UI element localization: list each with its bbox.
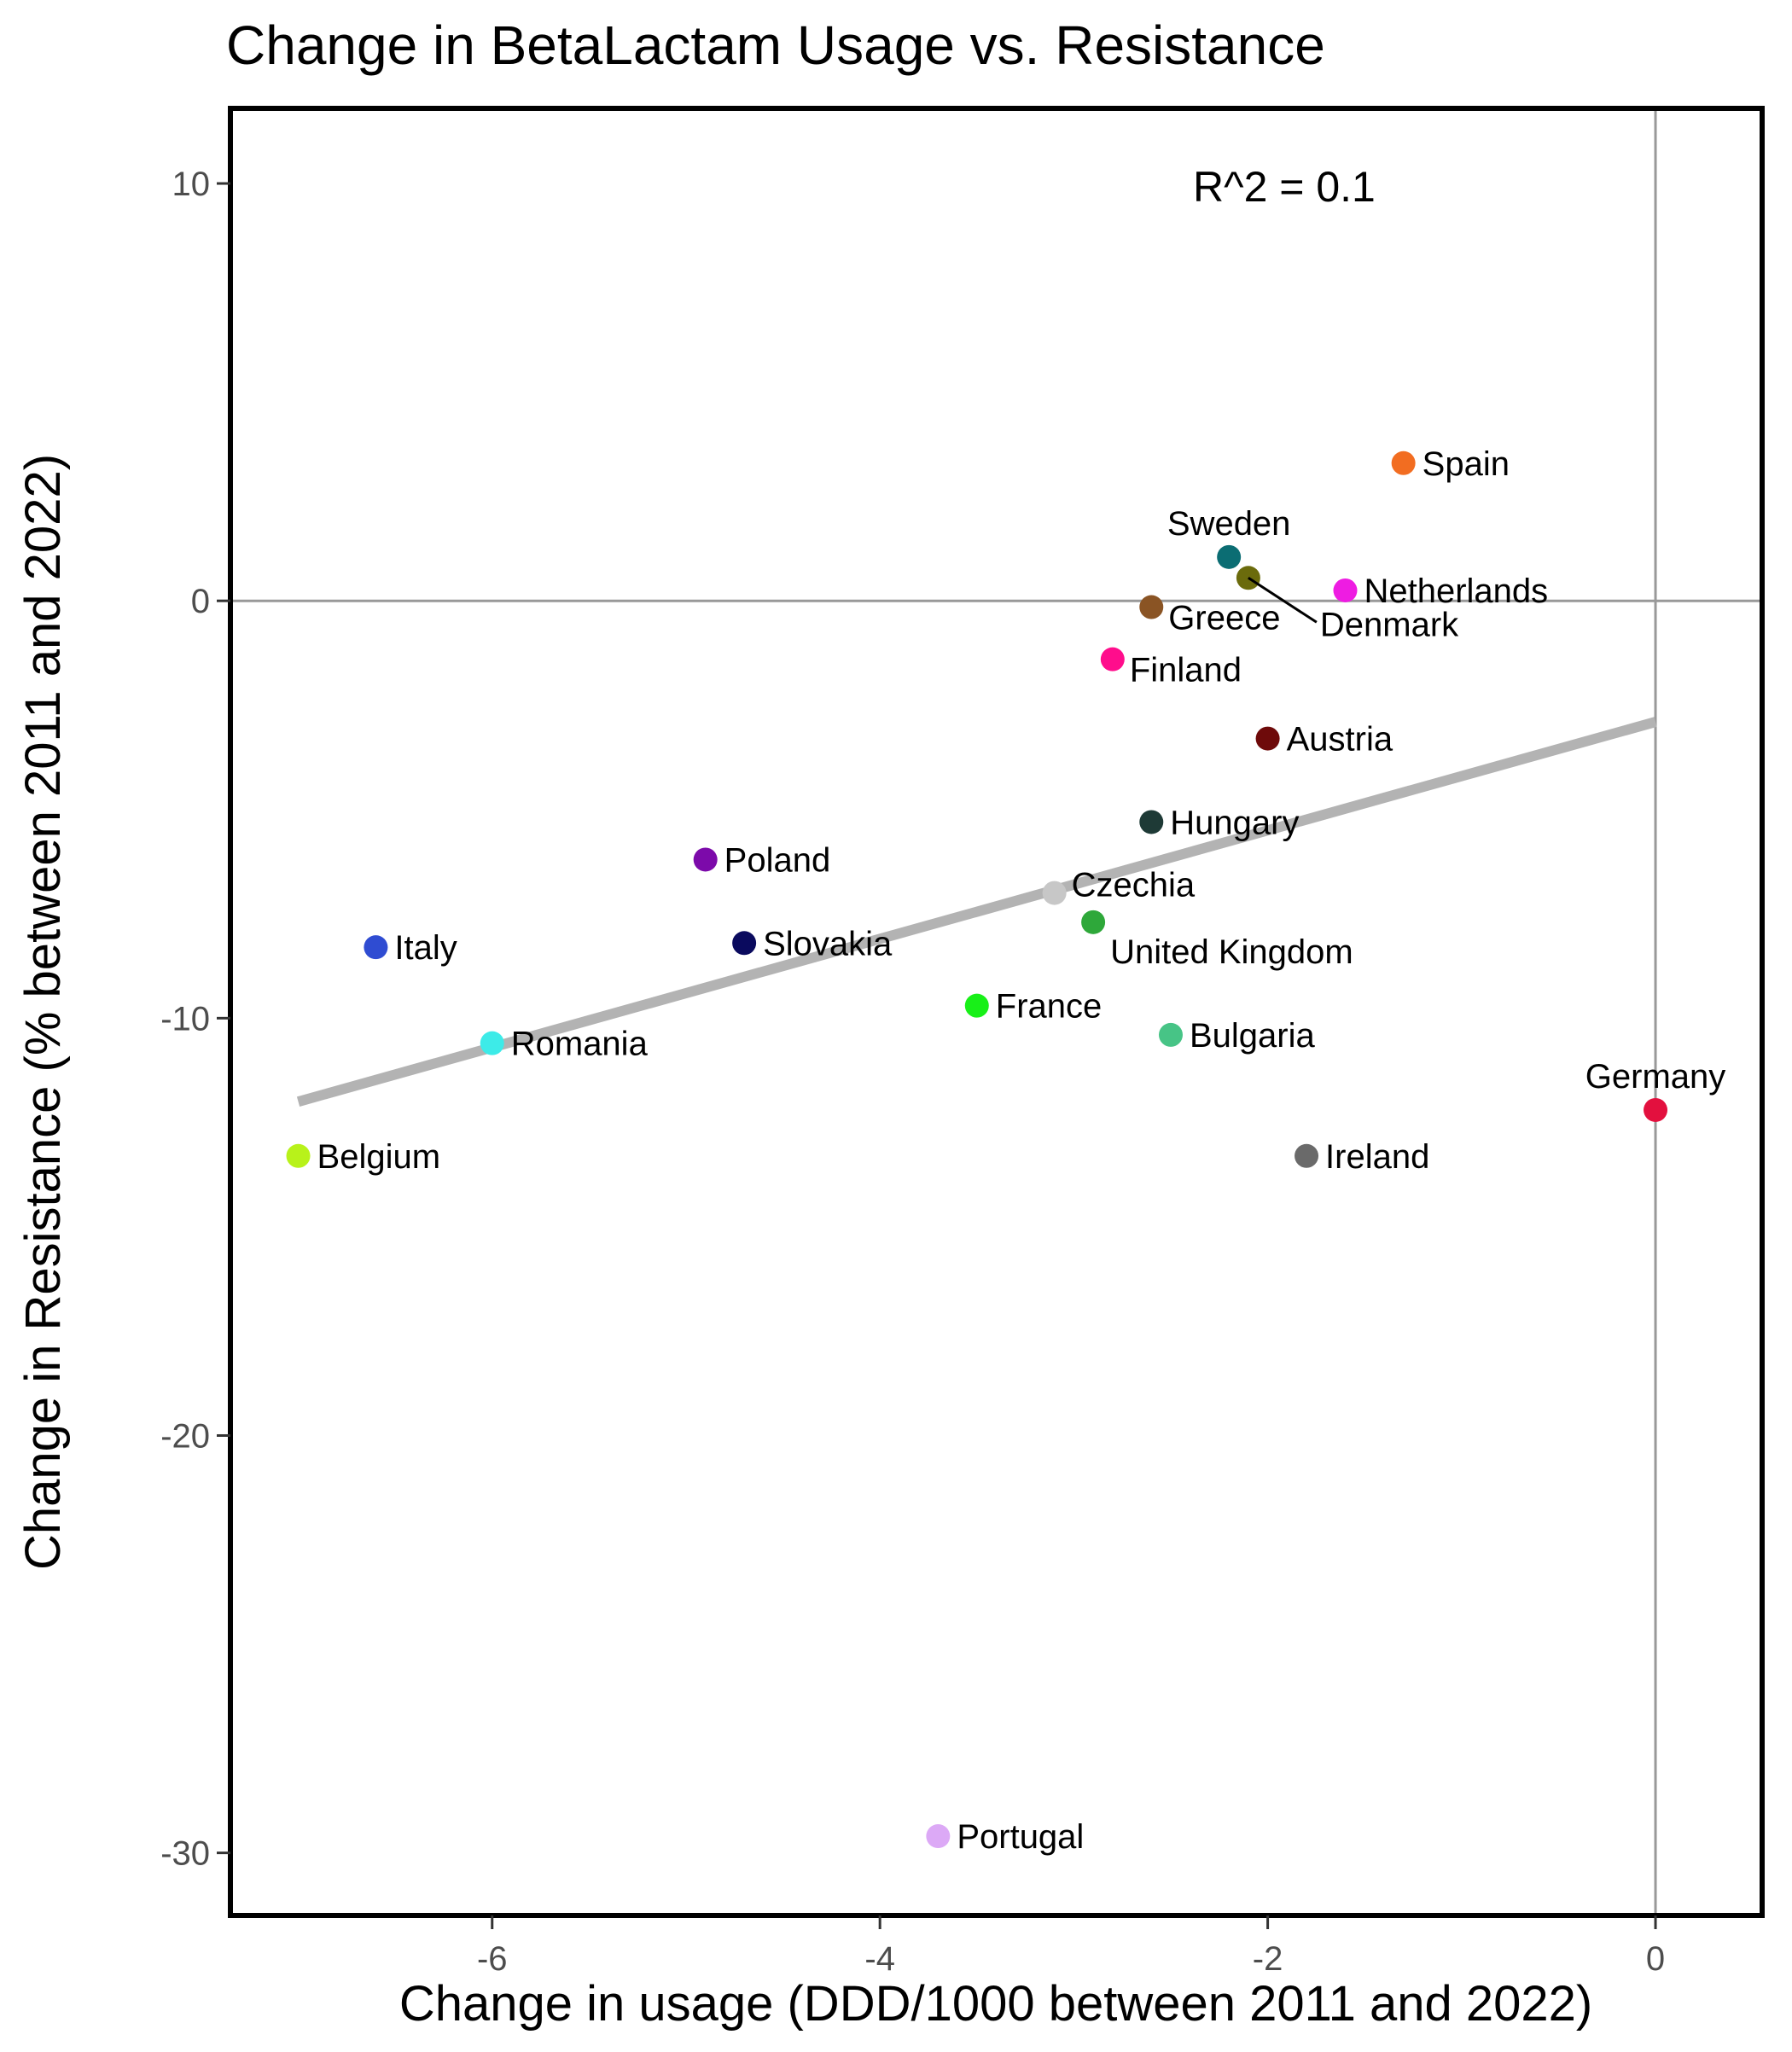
point-slovakia xyxy=(732,931,757,956)
point-label-portugal: Portugal xyxy=(957,1818,1084,1856)
point-belgium xyxy=(286,1143,311,1168)
y-tick-label: -30 xyxy=(160,1835,210,1873)
y-tick-label: 0 xyxy=(191,583,210,620)
x-tick-label: -2 xyxy=(1253,1940,1283,1978)
plot-border xyxy=(228,106,1765,1918)
point-label-denmark: Denmark xyxy=(1320,606,1459,643)
point-ireland xyxy=(1295,1143,1319,1168)
point-label-czechia: Czechia xyxy=(1072,867,1196,904)
point-label-romania: Romania xyxy=(511,1026,649,1063)
point-poland xyxy=(693,847,718,872)
x-tick-label: 0 xyxy=(1646,1940,1665,1978)
point-label-hungary: Hungary xyxy=(1170,804,1299,841)
point-label-ireland: Ireland xyxy=(1325,1138,1429,1176)
point-sweden xyxy=(1217,544,1242,569)
point-label-austria: Austria xyxy=(1287,721,1393,759)
point-label-belgium: Belgium xyxy=(317,1138,441,1176)
point-czechia xyxy=(1042,881,1067,905)
x-tick-label: -6 xyxy=(477,1940,508,1978)
point-spain xyxy=(1391,451,1416,475)
point-label-spain: Spain xyxy=(1423,445,1510,483)
y-tick-label: -20 xyxy=(160,1417,210,1455)
point-netherlands xyxy=(1333,578,1358,602)
point-label-bulgaria: Bulgaria xyxy=(1190,1017,1316,1055)
point-italy xyxy=(364,935,388,960)
point-label-united-kingdom: United Kingdom xyxy=(1110,933,1353,971)
point-france xyxy=(964,993,989,1018)
point-label-greece: Greece xyxy=(1168,600,1280,637)
y-tick-label: 10 xyxy=(172,166,211,203)
leader-line-denmark xyxy=(1248,577,1318,624)
point-portugal xyxy=(926,1824,951,1849)
point-united-kingdom xyxy=(1081,910,1106,934)
point-greece xyxy=(1139,595,1164,619)
point-label-netherlands: Netherlands xyxy=(1364,573,1548,610)
point-austria xyxy=(1255,726,1280,751)
point-bulgaria xyxy=(1158,1022,1183,1047)
point-label-france: France xyxy=(996,988,1103,1026)
point-label-italy: Italy xyxy=(394,929,457,967)
annotation-r2: R^2 = 0.1 xyxy=(1193,163,1376,211)
chart-title: Change in BetaLactam Usage vs. Resistanc… xyxy=(226,15,1325,76)
point-label-finland: Finland xyxy=(1130,652,1242,689)
y-tick-label: -10 xyxy=(160,1000,210,1038)
point-germany xyxy=(1644,1097,1668,1122)
point-label-sweden: Sweden xyxy=(1167,505,1291,543)
y-axis-title: Change in Resistance (% between 2011 and… xyxy=(15,454,71,1570)
point-romania xyxy=(480,1031,504,1055)
x-axis-title: Change in usage (DDD/1000 between 2011 a… xyxy=(399,1976,1592,2032)
trend-line xyxy=(296,717,1657,1107)
point-label-poland: Poland xyxy=(724,841,831,879)
point-label-germany: Germany xyxy=(1585,1058,1726,1096)
x-tick-label: -4 xyxy=(864,1940,895,1978)
point-finland xyxy=(1100,647,1125,671)
point-label-slovakia: Slovakia xyxy=(763,925,893,962)
point-hungary xyxy=(1139,810,1164,834)
